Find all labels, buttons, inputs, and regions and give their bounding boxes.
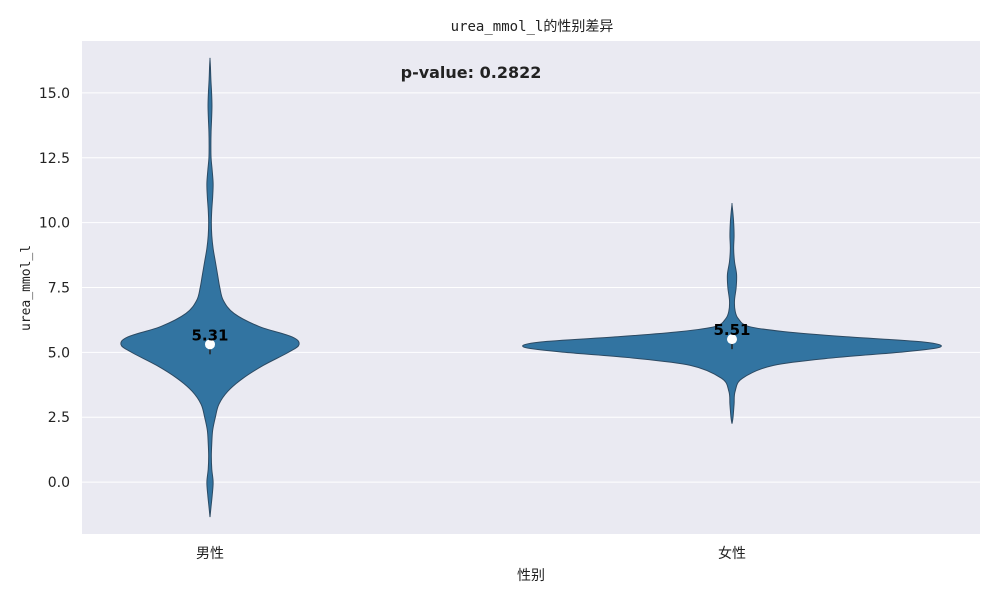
- mean-value-label: 5.51: [713, 321, 750, 339]
- y-tick-label: 2.5: [48, 410, 70, 426]
- y-tick-label: 10.0: [39, 216, 70, 232]
- y-tick-label: 5.0: [48, 345, 70, 361]
- x-tick-label: 男性: [196, 546, 224, 562]
- chart-title: urea_mmol_l的性别差异: [451, 19, 614, 35]
- y-tick-label: 12.5: [39, 151, 70, 167]
- x-axis-label: 性别: [517, 568, 545, 584]
- violin-male: [120, 57, 300, 518]
- y-axis-label: urea_mmol_l: [19, 245, 34, 331]
- mean-value-label: 5.31: [191, 326, 228, 344]
- y-tick-label: 15.0: [39, 86, 70, 102]
- mean-marker: [727, 334, 737, 345]
- violins: 5.31 5.51: [120, 57, 942, 518]
- x-tick-label: 女性: [718, 545, 746, 562]
- y-tick-label: 7.5: [48, 281, 70, 297]
- x-axis-ticks: 男性 女性: [196, 545, 746, 562]
- p-value-annotation: p-value: 0.2822: [401, 63, 542, 82]
- y-tick-label: 0.0: [48, 475, 70, 491]
- y-axis-ticks: 0.0 2.5 5.0 7.5 10.0 12.5 15.0: [39, 86, 70, 491]
- mean-marker: [205, 339, 215, 350]
- violin-female: [522, 202, 942, 424]
